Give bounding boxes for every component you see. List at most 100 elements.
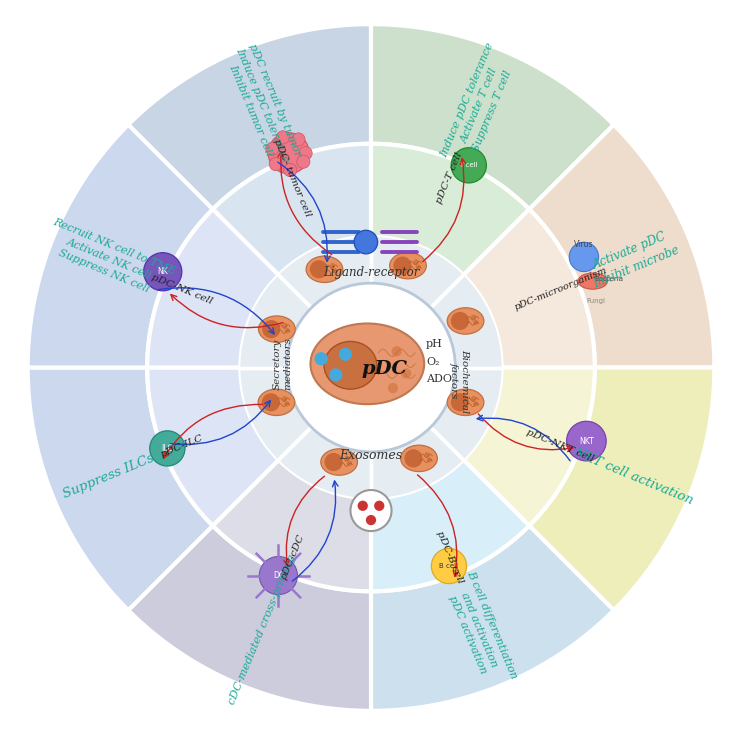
Ellipse shape xyxy=(578,273,608,289)
Polygon shape xyxy=(128,24,371,209)
Circle shape xyxy=(354,230,378,254)
Circle shape xyxy=(350,490,392,531)
Circle shape xyxy=(567,421,606,461)
Circle shape xyxy=(431,548,467,584)
Text: pDC-cDC: pDC-cDC xyxy=(279,533,306,581)
Text: pDC- tumor cell: pDC- tumor cell xyxy=(272,137,312,218)
Circle shape xyxy=(471,315,476,320)
Text: NK: NK xyxy=(157,268,168,276)
Text: pDC-ILC: pDC-ILC xyxy=(159,433,204,459)
Circle shape xyxy=(262,320,280,338)
Ellipse shape xyxy=(324,342,377,389)
Polygon shape xyxy=(463,209,595,368)
Circle shape xyxy=(299,147,312,159)
Text: Ligand-receptor: Ligand-receptor xyxy=(323,266,419,279)
Text: NKT: NKT xyxy=(579,437,594,445)
Circle shape xyxy=(392,346,402,356)
Circle shape xyxy=(276,131,289,144)
Text: DC: DC xyxy=(273,571,284,580)
Ellipse shape xyxy=(306,256,343,282)
Circle shape xyxy=(309,260,328,279)
Ellipse shape xyxy=(447,308,484,334)
Circle shape xyxy=(347,461,352,466)
Ellipse shape xyxy=(258,316,295,343)
Text: pDC: pDC xyxy=(361,360,407,378)
Circle shape xyxy=(451,148,487,183)
Circle shape xyxy=(473,401,479,406)
Circle shape xyxy=(451,393,469,412)
Circle shape xyxy=(266,143,279,156)
Circle shape xyxy=(329,368,342,381)
Circle shape xyxy=(297,155,310,168)
Circle shape xyxy=(315,352,328,365)
Text: pDC recruit by tumor
Induce pDC tolerance
Inhibit tumor cell: pDC recruit by tumor Induce pDC toleranc… xyxy=(222,42,303,170)
Circle shape xyxy=(283,163,297,176)
Circle shape xyxy=(427,457,432,462)
Circle shape xyxy=(324,453,343,471)
Circle shape xyxy=(292,133,305,146)
Text: Exosomes: Exosomes xyxy=(339,449,403,462)
Text: pDC-NKT cell: pDC-NKT cell xyxy=(525,428,596,464)
Polygon shape xyxy=(371,526,614,711)
Text: Induce pDC tolerance
Activate T cell
Suppress T cell: Induce pDC tolerance Activate T cell Sup… xyxy=(439,42,520,170)
Text: NKT cell activation: NKT cell activation xyxy=(571,445,695,506)
Polygon shape xyxy=(529,368,715,610)
Circle shape xyxy=(330,263,335,268)
Circle shape xyxy=(569,243,599,271)
Polygon shape xyxy=(371,24,614,209)
Text: pDC-microorganism: pDC-microorganism xyxy=(513,266,608,312)
Circle shape xyxy=(358,501,368,511)
Circle shape xyxy=(451,312,469,330)
Circle shape xyxy=(282,323,288,328)
Text: T cell: T cell xyxy=(459,162,478,168)
Ellipse shape xyxy=(401,445,437,472)
Circle shape xyxy=(424,452,430,457)
Polygon shape xyxy=(147,368,279,526)
Text: Secretory
mediators: Secretory mediators xyxy=(273,337,292,390)
Polygon shape xyxy=(371,460,529,591)
Circle shape xyxy=(284,401,289,406)
Ellipse shape xyxy=(258,389,295,415)
Circle shape xyxy=(401,368,411,379)
Circle shape xyxy=(286,283,456,452)
Circle shape xyxy=(473,320,479,325)
Circle shape xyxy=(366,515,376,526)
Circle shape xyxy=(471,396,476,401)
Circle shape xyxy=(413,259,418,265)
Text: pDC-T cell: pDC-T cell xyxy=(435,151,464,205)
Text: pDC-NK cell: pDC-NK cell xyxy=(150,273,214,306)
Circle shape xyxy=(344,456,349,461)
Circle shape xyxy=(144,253,182,291)
Text: cDC-mediated cross-priming: cDC-mediated cross-priming xyxy=(227,553,298,706)
Polygon shape xyxy=(463,368,595,526)
Circle shape xyxy=(259,556,298,595)
Circle shape xyxy=(388,383,398,393)
Circle shape xyxy=(374,501,384,511)
Ellipse shape xyxy=(310,323,424,404)
Polygon shape xyxy=(371,144,529,275)
Text: Virus: Virus xyxy=(574,240,594,249)
Polygon shape xyxy=(128,526,371,711)
Text: pDC-B cell: pDC-B cell xyxy=(435,529,464,584)
Text: B cell: B cell xyxy=(439,563,459,569)
Polygon shape xyxy=(27,125,213,368)
Text: Bacteria: Bacteria xyxy=(594,276,623,282)
Circle shape xyxy=(404,449,422,467)
Circle shape xyxy=(268,133,309,173)
Circle shape xyxy=(393,257,412,275)
Circle shape xyxy=(150,431,185,466)
Text: B cell differentiation
and activation
pDC activation: B cell differentiation and activation pD… xyxy=(441,569,519,690)
Text: Suppress ILCs: Suppress ILCs xyxy=(62,451,157,501)
Polygon shape xyxy=(147,209,279,368)
Text: ILC: ILC xyxy=(162,444,173,453)
Polygon shape xyxy=(213,144,371,275)
Polygon shape xyxy=(27,368,213,610)
Circle shape xyxy=(284,328,290,333)
Polygon shape xyxy=(529,125,715,368)
Ellipse shape xyxy=(447,389,484,415)
Ellipse shape xyxy=(321,449,358,476)
Circle shape xyxy=(332,268,338,273)
Text: Activate pDC
Inhibit microbe: Activate pDC Inhibit microbe xyxy=(585,228,681,290)
Text: pH
O₂
ADO: pH O₂ ADO xyxy=(426,340,452,384)
Text: Recruit NK cell to TME
Activate NK cell
Suppress NK cell: Recruit NK cell to TME Activate NK cell … xyxy=(42,217,177,301)
